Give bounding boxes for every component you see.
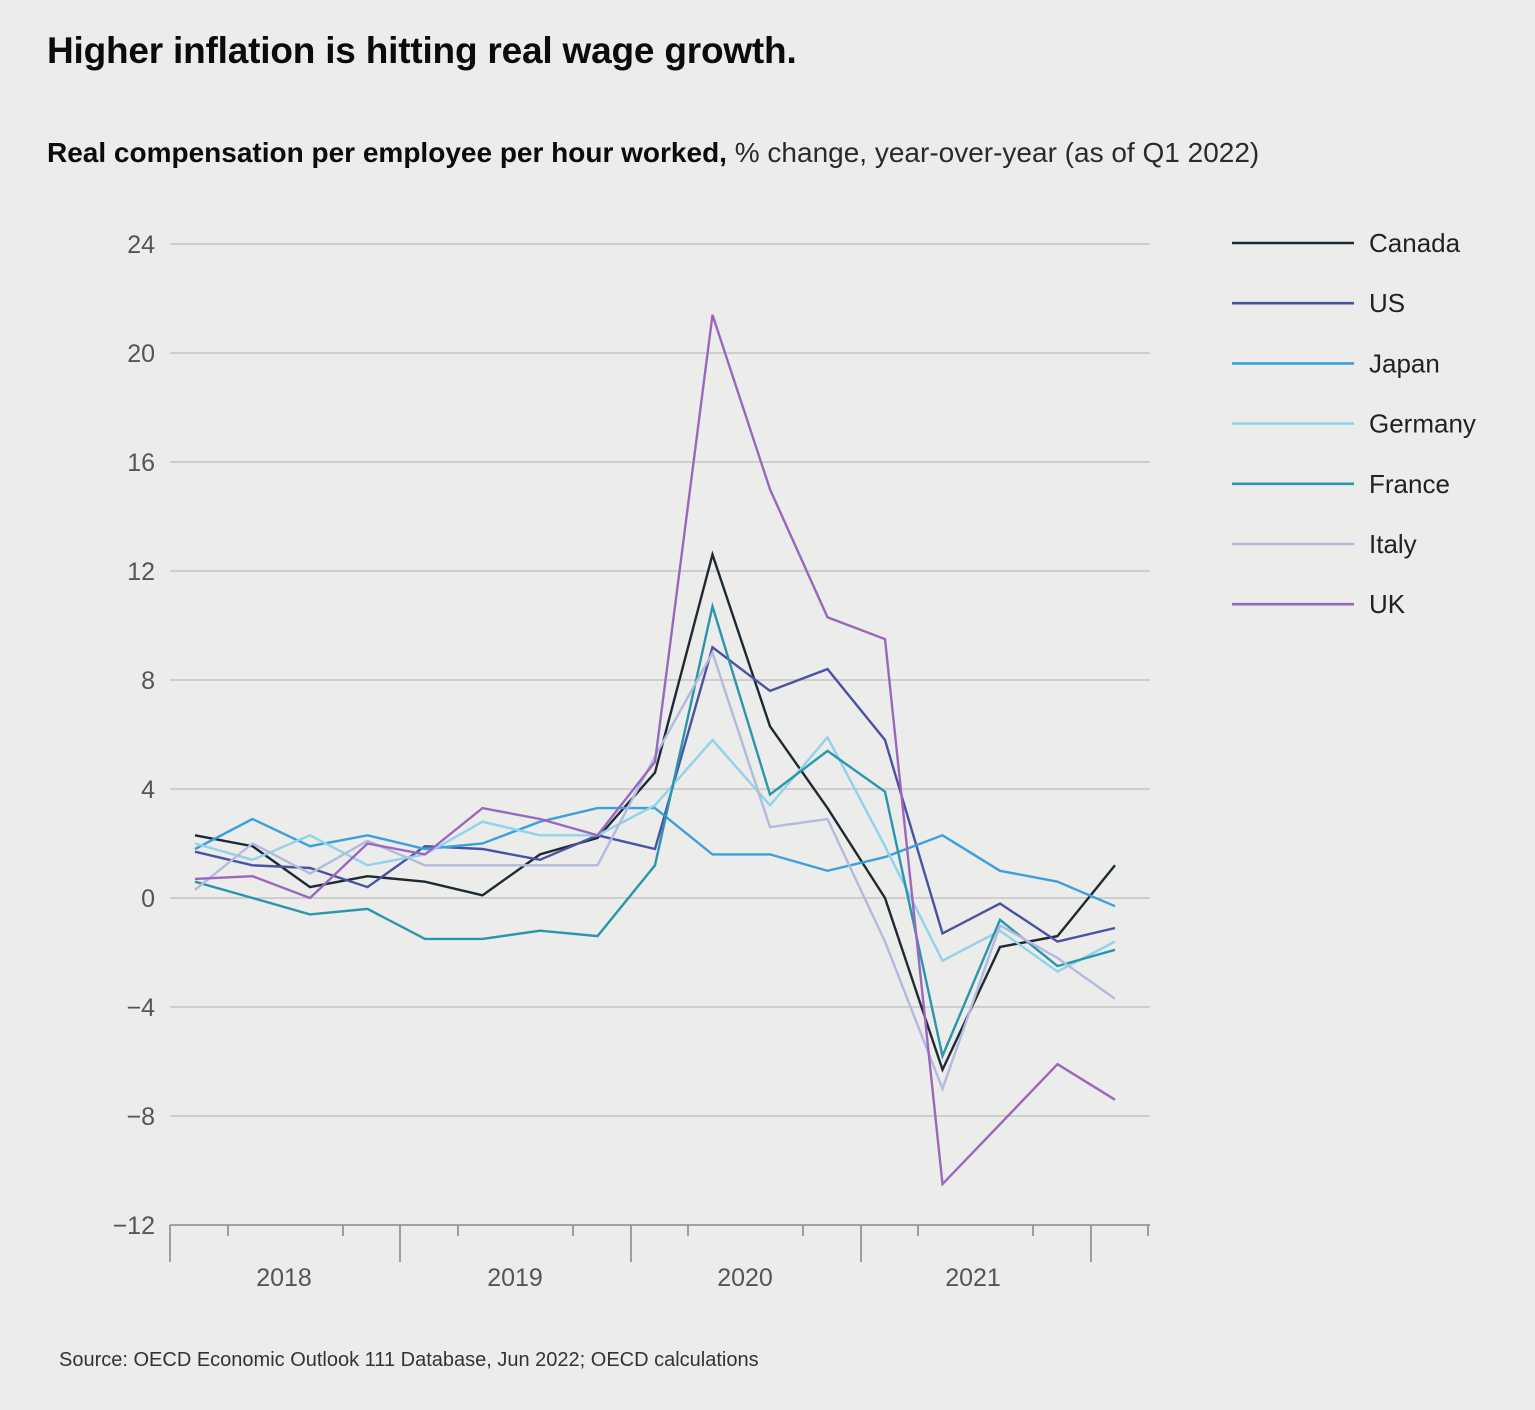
- series-lines: [194, 314, 1116, 1187]
- y-tick-label: −12: [113, 1212, 155, 1240]
- series-line-us: [194, 645, 1116, 943]
- legend-label-japan: Japan: [1369, 348, 1440, 378]
- x-tick-label: 2019: [487, 1264, 543, 1292]
- legend-label-canada: Canada: [1369, 228, 1461, 258]
- x-tick-label: 2020: [717, 1264, 773, 1292]
- y-tick-label: 16: [127, 449, 155, 477]
- x-tick-label: 2018: [256, 1264, 312, 1292]
- y-tick-label: 12: [127, 558, 155, 586]
- legend-label-uk: UK: [1369, 589, 1406, 619]
- gridlines: [170, 243, 1150, 1226]
- legend-label-germany: Germany: [1369, 409, 1476, 439]
- legend: Canada US Japan Germany France Italy UK: [1232, 228, 1476, 619]
- series-line-uk: [194, 314, 1116, 1187]
- source-note: Source: OECD Economic Outlook 111 Databa…: [59, 1349, 759, 1371]
- chart-subtitle: Real compensation per employee per hour …: [47, 137, 1259, 169]
- y-tick-label: 0: [141, 885, 155, 913]
- series-line-germany: [194, 735, 1116, 974]
- series-line-japan: [194, 806, 1116, 908]
- series-line-italy: [194, 649, 1116, 1093]
- subtitle-units: % change, year-over-year (as of Q1 2022): [726, 137, 1260, 168]
- y-axis-tick-labels: 24 20 16 12 8 4 0 −4 −8 −12: [113, 231, 156, 1240]
- legend-label-us: US: [1369, 288, 1405, 318]
- x-axis: 2018 2019 2020 2021: [169, 1225, 1149, 1292]
- series-line-france: [194, 601, 1116, 1060]
- subtitle-measure: Real compensation per employee per hour …: [47, 137, 727, 168]
- y-tick-label: 8: [141, 667, 155, 695]
- y-tick-label: −8: [126, 1103, 155, 1131]
- y-tick-label: 4: [141, 776, 155, 804]
- legend-label-france: France: [1369, 469, 1450, 499]
- legend-label-italy: Italy: [1369, 529, 1417, 559]
- y-tick-label: 20: [127, 340, 155, 368]
- y-tick-label: 24: [127, 231, 155, 259]
- x-tick-label: 2021: [945, 1264, 1001, 1292]
- y-tick-label: −4: [126, 994, 155, 1022]
- chart-title: Higher inflation is hitting real wage gr…: [47, 30, 797, 71]
